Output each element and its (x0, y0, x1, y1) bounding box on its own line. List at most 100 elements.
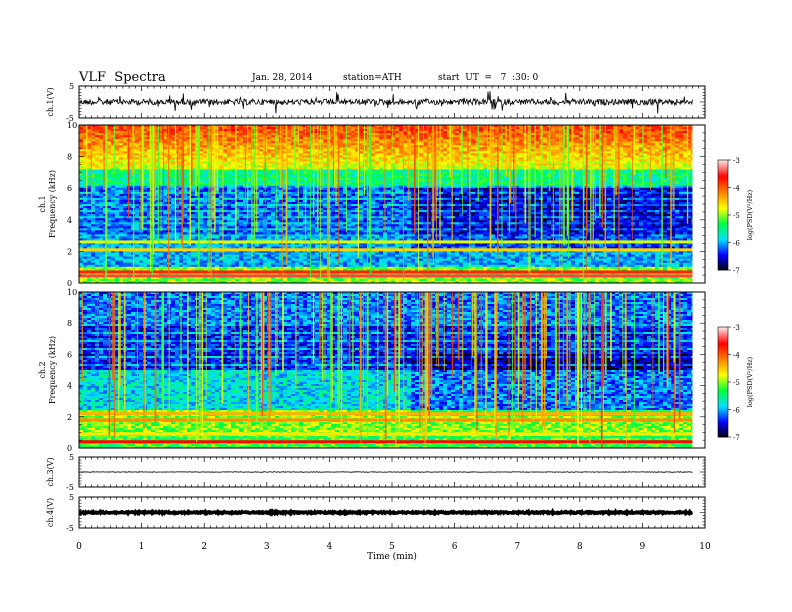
spectrogram-cell (295, 129, 299, 131)
spectrogram-cell (399, 164, 403, 166)
spectrogram-cell (443, 143, 447, 145)
spectrogram-cell (347, 153, 351, 155)
spectrogram-cell (595, 147, 599, 149)
spectrogram-cell (619, 131, 623, 133)
spectrogram-cell (419, 149, 423, 151)
spectrogram-cell (471, 153, 475, 155)
spectrogram-cell (655, 153, 659, 155)
spectrogram-cell (399, 131, 403, 133)
spectrogram-cell (479, 147, 483, 149)
spectrogram-cell (375, 131, 379, 133)
spectrogram-cell (651, 162, 655, 164)
spectrogram-cell (655, 129, 659, 131)
spectrogram-cell (399, 127, 403, 129)
spectrogram-cell (203, 170, 207, 172)
spectrogram-cell (391, 131, 395, 133)
spectrogram-cell (471, 166, 475, 168)
spectrogram-cell (479, 143, 483, 145)
spectrogram-cell (231, 166, 235, 168)
spectrogram-cell (471, 157, 475, 159)
spectrogram-cell (267, 170, 271, 172)
spectrogram-cell (239, 135, 243, 137)
spectrogram-cell (443, 147, 447, 149)
spectrogram-cell (119, 159, 123, 161)
spectrogram-cell (683, 159, 687, 161)
spectrogram-cell (499, 141, 503, 143)
spectrogram-cell (479, 172, 483, 174)
spectrogram-cell (171, 162, 175, 164)
spectrogram-cell (351, 151, 355, 153)
spectrogram-cell (555, 129, 559, 131)
spectrogram-cell (347, 145, 351, 147)
spectrogram-cell (419, 159, 423, 161)
spectrogram-cell (123, 135, 127, 137)
spectrogram-cell (223, 172, 227, 174)
spectrogram-cell (623, 149, 627, 151)
spectrogram-cell (371, 164, 375, 166)
spectrogram-cell (443, 139, 447, 141)
spectrogram-cell (371, 168, 375, 170)
spectrogram-cell (267, 141, 271, 143)
spectrogram-cell (399, 143, 403, 145)
spectrogram-cell (579, 141, 583, 143)
spectrogram-cell (575, 141, 579, 143)
spectrogram-cell (123, 141, 127, 143)
spectrogram-cell (611, 145, 615, 147)
spectrogram-cell (107, 141, 111, 143)
spectrogram-cell (115, 153, 119, 155)
spectrogram-cell (575, 172, 579, 174)
spectrogram-cell (295, 157, 299, 159)
spectrogram-cell (579, 127, 583, 129)
spectrogram-cell (543, 127, 547, 129)
spectrogram-cell (347, 172, 351, 174)
spectrogram-cell (363, 143, 367, 145)
spectrogram-cell (607, 164, 611, 166)
spectrogram-cell (227, 153, 231, 155)
spectrogram-cell (635, 153, 639, 155)
spectrogram-cell (299, 153, 303, 155)
spectrogram-cell (607, 143, 611, 145)
spectrogram-cell (371, 149, 375, 151)
spectrogram-cell (351, 145, 355, 147)
spectrogram-cell (87, 143, 91, 145)
spectrogram-cell (651, 137, 655, 139)
spectrogram-cell (483, 170, 487, 172)
spectrogram-cell (623, 151, 627, 153)
spectrogram-cell (627, 139, 631, 141)
spectrogram-cell (115, 162, 119, 164)
spectrogram-cell (575, 174, 579, 176)
spectrogram-cell (323, 153, 327, 155)
spectrogram (79, 125, 705, 283)
spectrogram-cell (295, 147, 299, 149)
spectrogram-cell (555, 133, 559, 135)
spectrogram-cell (123, 168, 127, 170)
spectrogram-cell (351, 164, 355, 166)
y-tick-label: -5 (66, 524, 74, 533)
spectrogram-cell (683, 172, 687, 174)
spectrogram-cell (119, 151, 123, 153)
spectrogram-cell (95, 135, 99, 137)
spectrogram-cell (203, 129, 207, 131)
spectrogram-cell (627, 147, 631, 149)
spectrogram-cell (627, 141, 631, 143)
spectrogram-cell (635, 168, 639, 170)
spectrogram-cell (675, 168, 679, 170)
spectrogram-cell (579, 157, 583, 159)
spectrogram-cell (239, 159, 243, 161)
spectrogram-cell (619, 127, 623, 129)
spectrogram-cell (387, 141, 391, 143)
spectrogram-cell (419, 168, 423, 170)
spectrogram-cell (463, 147, 467, 149)
spectrogram-cell (279, 166, 283, 168)
spectrogram-cell (171, 141, 175, 143)
spectrogram-cell (351, 149, 355, 151)
spectrogram-cell (339, 159, 343, 161)
spectrogram-cell (171, 174, 175, 176)
spectrogram-cell (391, 133, 395, 135)
spectrogram-cell (239, 170, 243, 172)
spectrogram-cell (279, 127, 283, 129)
spectrogram-cell (171, 137, 175, 139)
spectrogram-cell (543, 151, 547, 153)
spectrogram-cell (223, 170, 227, 172)
spectrogram-cell (611, 168, 615, 170)
